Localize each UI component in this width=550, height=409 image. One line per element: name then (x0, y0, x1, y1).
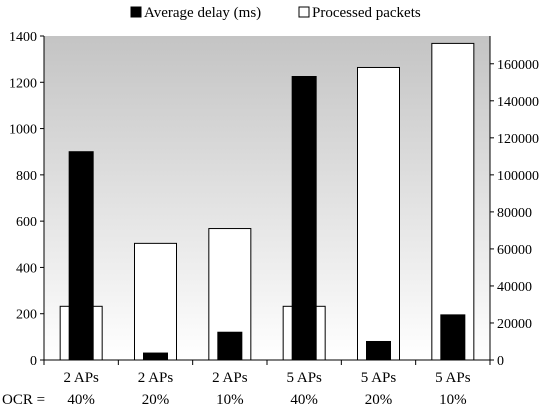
right-tick-label: 60000 (497, 243, 532, 258)
right-tick-label: 80000 (497, 206, 532, 221)
right-tick-label: 20000 (497, 317, 532, 332)
legend-label-processed-packets: Processed packets (312, 5, 421, 21)
right-tick-label: 40000 (497, 280, 532, 295)
average-delay-bar (366, 340, 391, 361)
category-label-line2: 10% (439, 392, 467, 408)
bars (59, 42, 475, 361)
category-label-line2: 20% (365, 392, 393, 408)
category-label-line2: 40% (290, 392, 318, 408)
left-tick-label: 1400 (9, 30, 37, 45)
left-tick-label: 1200 (9, 76, 37, 91)
processed-packets-bar (431, 42, 475, 361)
category-label-line1: 2 APs (138, 370, 174, 386)
left-tick-label: 800 (16, 169, 37, 184)
left-tick-label: 1000 (9, 123, 37, 138)
left-tick-label: 0 (30, 354, 37, 369)
labels: 0 200 400 600 800 1000 1200 1400 0 20000 40000 6000… (2, 30, 539, 408)
category-label-line1: 2 APs (63, 370, 99, 386)
legend-swatch-processed-packets (298, 6, 310, 18)
legend: Average delay (ms) Processed packets (130, 5, 421, 21)
category-label-line2: 20% (142, 392, 170, 408)
right-tick-label: 120000 (497, 132, 539, 147)
processed-packets-bar (357, 66, 400, 361)
right-tick-label: 100000 (497, 169, 539, 184)
ocr-row-label: OCR = (2, 392, 45, 408)
legend-swatch-average-delay (130, 6, 142, 18)
plot-background (44, 36, 490, 360)
average-delay-bar (143, 352, 168, 361)
axes (40, 35, 494, 365)
right-tick-label: 0 (497, 354, 504, 369)
legend-label-average-delay: Average delay (ms) (144, 5, 261, 21)
category-label-line2: 10% (216, 392, 244, 408)
right-tick-label: 140000 (497, 95, 539, 110)
category-label-line1: 5 APs (286, 370, 322, 386)
average-delay-bar (68, 151, 94, 361)
right-tick-label: 160000 (497, 58, 539, 73)
average-delay-bar (217, 331, 243, 361)
category-label-line1: 2 APs (212, 370, 248, 386)
left-tick-label: 200 (16, 308, 37, 323)
category-label-line2: 40% (67, 392, 95, 408)
average-delay-bar (440, 314, 466, 361)
average-delay-bar (291, 76, 317, 361)
category-label-line1: 5 APs (435, 370, 471, 386)
left-tick-label: 600 (16, 215, 37, 230)
category-label-line1: 5 APs (361, 370, 397, 386)
processed-packets-bar (134, 242, 177, 361)
left-tick-label: 400 (16, 261, 37, 276)
